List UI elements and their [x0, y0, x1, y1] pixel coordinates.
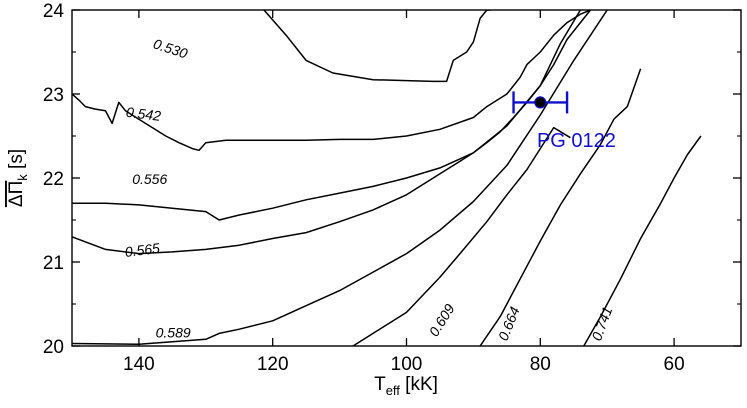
curve-0.565	[72, 10, 582, 255]
x-tick-label-80: 80	[530, 354, 551, 375]
annotation-layer: PG 0122	[512, 91, 616, 152]
curve-label-0.589: 0.589	[156, 325, 191, 341]
curve-label-0.530: 0.530	[151, 35, 189, 61]
curve-label-0.664: 0.664	[495, 304, 523, 343]
y-tick-label-20: 20	[43, 337, 64, 358]
y-axis: 20 21 22 23 24	[43, 1, 741, 358]
x-axis: 140 120 100 80 60	[123, 10, 685, 375]
curve-0.556	[72, 10, 592, 221]
y-tick-label-24: 24	[43, 1, 65, 22]
y-tick-label-23: 23	[43, 85, 64, 106]
curve-label-0.542: 0.542	[125, 104, 162, 124]
curve-label-0.609: 0.609	[426, 301, 458, 339]
star-label: PG 0122	[537, 130, 616, 152]
curve-label-0.556: 0.556	[132, 171, 167, 187]
y-tick-label-21: 21	[43, 253, 64, 274]
data-point	[534, 96, 547, 109]
x-tick-label-60: 60	[664, 354, 685, 375]
curve-0.530	[263, 10, 491, 83]
curve-label-0.741: 0.741	[588, 304, 615, 342]
y-tick-label-22: 22	[43, 169, 64, 190]
curves-layer	[72, 10, 702, 346]
x-tick-label-100: 100	[391, 354, 423, 375]
x-axis-title: Teff [kK]	[374, 374, 438, 398]
curve-0.609	[352, 126, 571, 346]
x-tick-label-120: 120	[257, 354, 289, 375]
curve-0.741	[583, 135, 702, 346]
curve-0.664	[479, 68, 642, 346]
x-tick-label-140: 140	[123, 354, 155, 375]
curve-0.542	[72, 10, 591, 152]
curve-label-0.565: 0.565	[124, 240, 161, 260]
curve-0.589	[72, 10, 608, 346]
y-axis-title: ΔΠk [s]	[6, 149, 30, 207]
